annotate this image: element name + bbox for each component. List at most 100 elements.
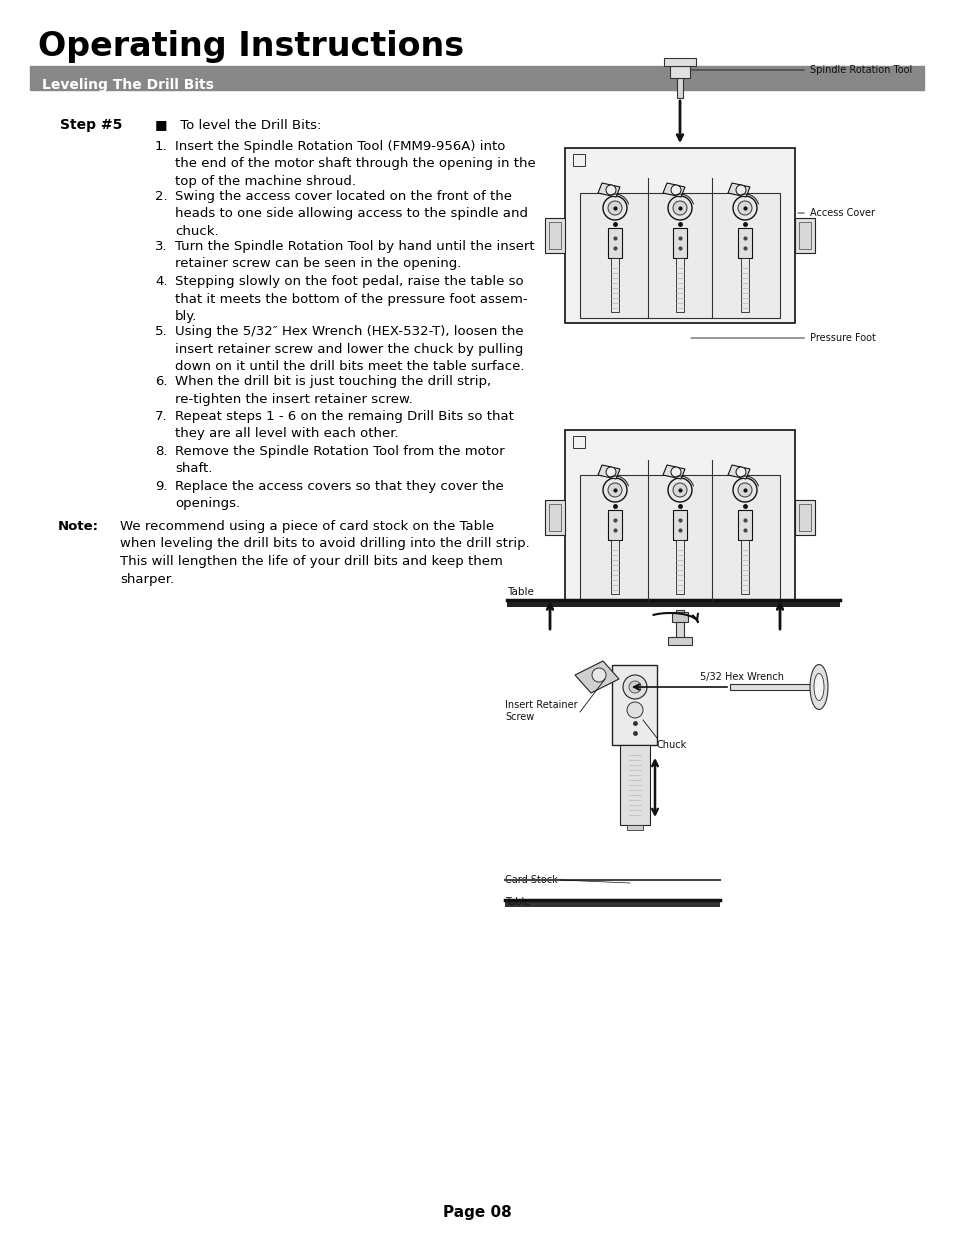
Bar <box>677 78 682 98</box>
Circle shape <box>602 196 626 220</box>
Circle shape <box>735 185 745 195</box>
Bar <box>667 637 691 645</box>
Text: Insert Retainer
Screw: Insert Retainer Screw <box>504 700 577 722</box>
Bar <box>738 228 751 258</box>
Text: Chuck: Chuck <box>657 740 686 750</box>
Bar <box>573 154 584 165</box>
Text: Table: Table <box>506 587 534 597</box>
Circle shape <box>738 483 751 496</box>
Text: Note:: Note: <box>58 520 99 534</box>
Polygon shape <box>662 183 684 198</box>
Polygon shape <box>727 466 749 479</box>
Text: We recommend using a piece of card stock on the Table
when leveling the drill bi: We recommend using a piece of card stock… <box>120 520 529 585</box>
Text: Remove the Spindle Rotation Tool from the motor
shaft.: Remove the Spindle Rotation Tool from th… <box>174 445 504 475</box>
Text: 2.: 2. <box>154 190 168 203</box>
Bar <box>663 58 696 65</box>
Bar <box>579 475 780 600</box>
Circle shape <box>670 467 680 477</box>
Bar <box>506 600 840 606</box>
Circle shape <box>667 196 691 220</box>
Bar <box>729 684 809 690</box>
Circle shape <box>735 467 745 477</box>
Circle shape <box>607 483 621 496</box>
Circle shape <box>628 680 640 693</box>
Text: Card Stock: Card Stock <box>504 876 558 885</box>
Bar <box>573 436 584 448</box>
Polygon shape <box>575 661 618 693</box>
Bar <box>548 504 560 531</box>
Bar <box>612 664 657 745</box>
Text: Step #5: Step #5 <box>60 119 122 132</box>
Bar <box>564 430 794 605</box>
Text: 5/32 Hex Wrench: 5/32 Hex Wrench <box>700 672 783 682</box>
Circle shape <box>605 185 616 195</box>
Circle shape <box>602 478 626 501</box>
Bar <box>30 65 923 90</box>
Polygon shape <box>598 466 619 479</box>
Text: Leveling The Drill Bits: Leveling The Drill Bits <box>42 78 213 91</box>
Text: When the drill bit is just touching the drill strip,
re-tighten the insert retai: When the drill bit is just touching the … <box>174 375 491 405</box>
Text: Using the 5/32″ Hex Wrench (HEX-532-T), loosen the
insert retainer screw and low: Using the 5/32″ Hex Wrench (HEX-532-T), … <box>174 325 524 373</box>
Text: 3.: 3. <box>154 240 168 253</box>
Text: Page 08: Page 08 <box>442 1205 511 1220</box>
Bar <box>740 258 748 312</box>
Text: Replace the access covers so that they cover the
openings.: Replace the access covers so that they c… <box>174 480 503 510</box>
Circle shape <box>672 201 686 215</box>
Circle shape <box>732 196 757 220</box>
Text: Table: Table <box>504 897 530 906</box>
Polygon shape <box>727 183 749 198</box>
Text: Insert the Spindle Rotation Tool (FMM9-956A) into
the end of the motor shaft thr: Insert the Spindle Rotation Tool (FMM9-9… <box>174 140 536 188</box>
Bar <box>619 745 649 825</box>
Text: Access Cover: Access Cover <box>797 207 874 219</box>
Circle shape <box>626 701 642 718</box>
Bar <box>799 504 810 531</box>
Bar <box>579 193 780 317</box>
Text: Turn the Spindle Rotation Tool by hand until the insert
retainer screw can be se: Turn the Spindle Rotation Tool by hand u… <box>174 240 534 270</box>
Bar <box>676 610 683 640</box>
Circle shape <box>672 483 686 496</box>
Bar <box>610 258 618 312</box>
Bar <box>607 510 621 540</box>
Bar <box>738 510 751 540</box>
Text: Pressure Foot: Pressure Foot <box>690 333 875 343</box>
Text: 6.: 6. <box>154 375 168 388</box>
Text: Operating Instructions: Operating Instructions <box>38 30 464 63</box>
Text: ■   To level the Drill Bits:: ■ To level the Drill Bits: <box>154 119 321 131</box>
Text: 9.: 9. <box>154 480 168 493</box>
Text: Repeat steps 1 - 6 on the remaing Drill Bits so that
they are all level with eac: Repeat steps 1 - 6 on the remaing Drill … <box>174 410 514 441</box>
Text: 8.: 8. <box>154 445 168 458</box>
Circle shape <box>607 201 621 215</box>
Bar <box>676 258 683 312</box>
Bar <box>740 540 748 594</box>
Bar <box>672 510 686 540</box>
Circle shape <box>738 201 751 215</box>
Polygon shape <box>662 466 684 479</box>
Bar <box>671 613 687 622</box>
Bar <box>626 825 642 830</box>
Polygon shape <box>598 183 619 198</box>
Circle shape <box>605 467 616 477</box>
Text: 4.: 4. <box>154 275 168 288</box>
Bar <box>504 900 720 906</box>
Bar <box>607 228 621 258</box>
Text: 1.: 1. <box>154 140 168 153</box>
Bar <box>676 540 683 594</box>
Text: 7.: 7. <box>154 410 168 424</box>
Text: Stepping slowly on the foot pedal, raise the table so
that it meets the bottom o: Stepping slowly on the foot pedal, raise… <box>174 275 527 324</box>
Text: 5.: 5. <box>154 325 168 338</box>
Bar <box>794 219 814 253</box>
Circle shape <box>592 668 605 682</box>
Bar <box>799 222 810 249</box>
Text: Spindle Rotation Tool: Spindle Rotation Tool <box>687 65 911 75</box>
Text: Swing the access cover located on the front of the
heads to one side allowing ac: Swing the access cover located on the fr… <box>174 190 527 238</box>
Ellipse shape <box>813 673 823 700</box>
Bar <box>610 540 618 594</box>
Bar <box>794 500 814 535</box>
Bar <box>544 500 564 535</box>
Bar <box>669 65 689 78</box>
Circle shape <box>622 676 646 699</box>
Circle shape <box>667 478 691 501</box>
Bar <box>672 228 686 258</box>
Bar <box>548 222 560 249</box>
Ellipse shape <box>809 664 827 709</box>
